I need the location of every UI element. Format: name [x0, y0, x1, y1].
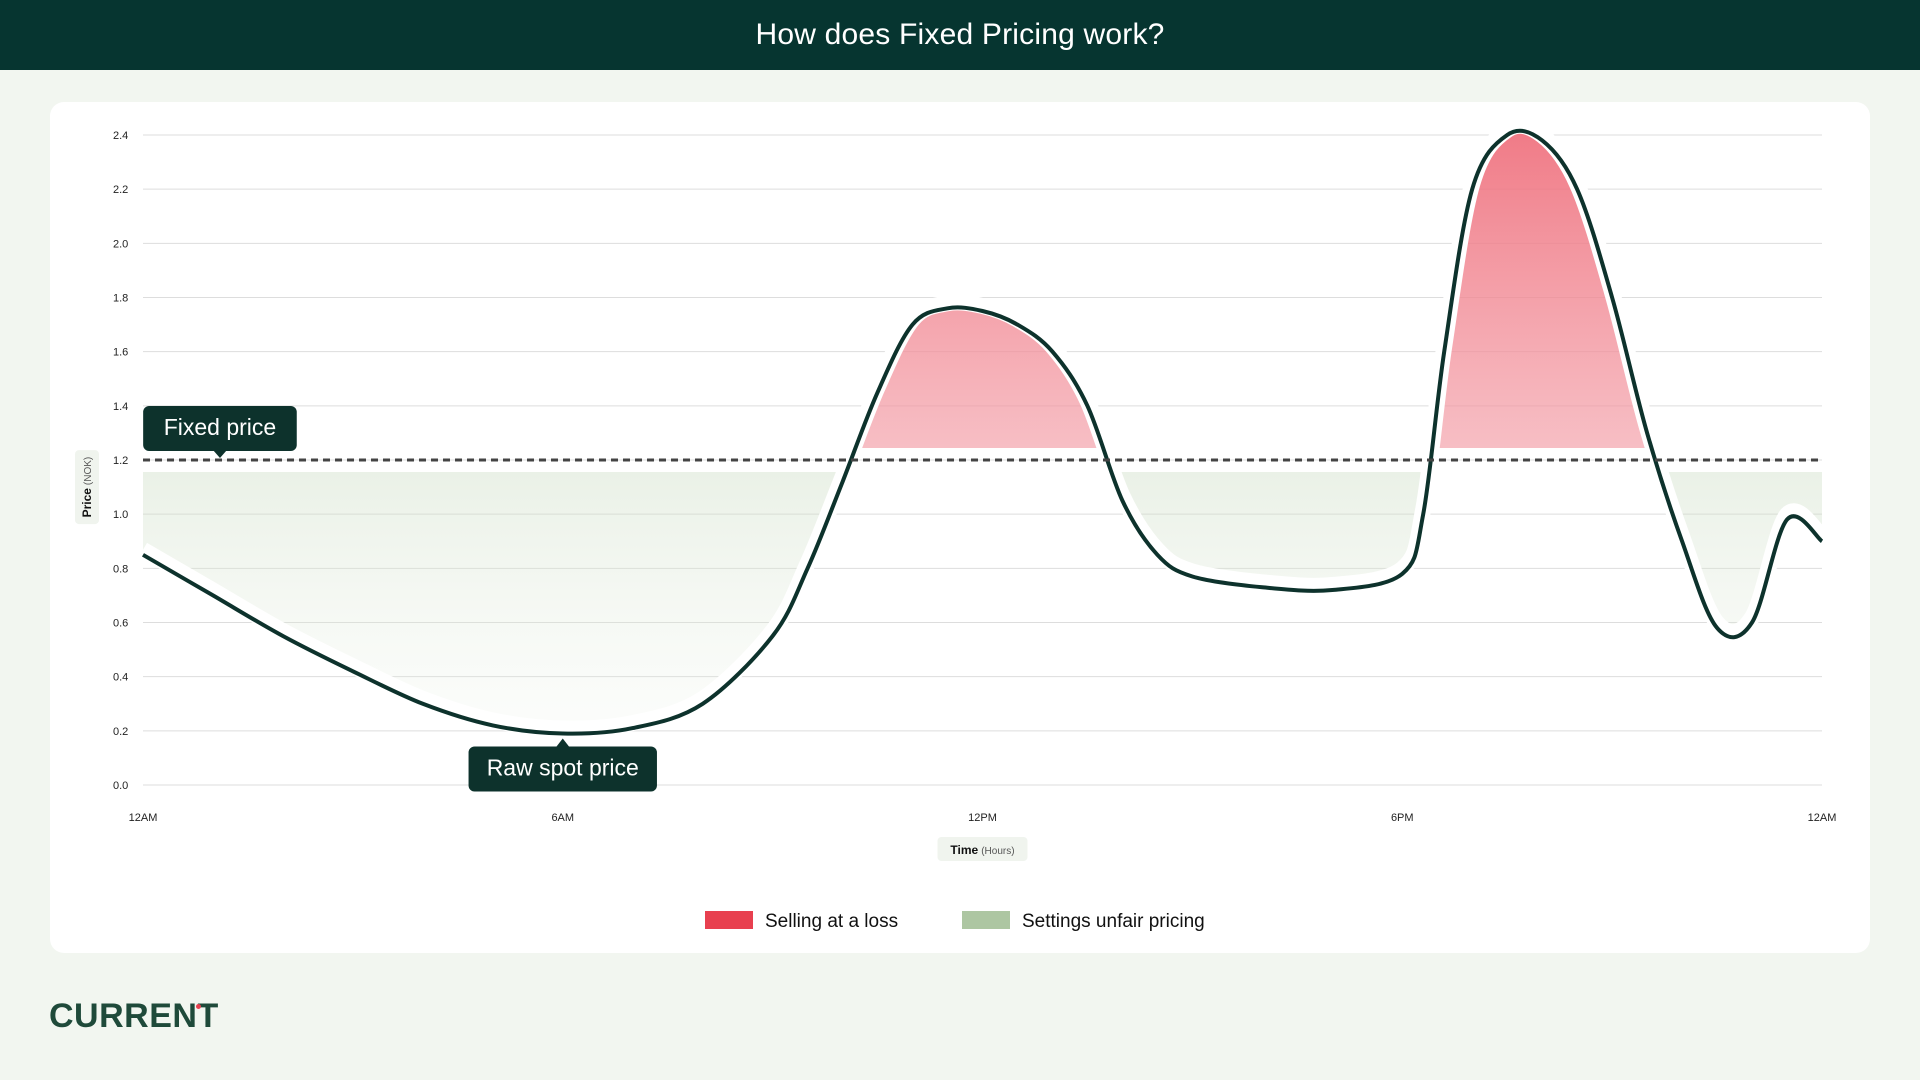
y-axis-unit: (NOK) — [83, 457, 94, 485]
y-tick-label: 1.0 — [113, 509, 128, 521]
header-bar: How does Fixed Pricing work? — [0, 0, 1920, 70]
chart-card: 0.0 0.2 0.4 0.6 0.8 1.0 1.2 1.4 1.6 1.8 2.0 2.2 2.4 1… — [50, 102, 1870, 953]
y-tick-label: 1.6 — [113, 347, 128, 359]
y-tick-label: 2.0 — [113, 238, 128, 250]
y-tick-label: 0.2 — [113, 726, 128, 738]
x-tick-label: 12AM — [1808, 812, 1837, 824]
y-tick-label: 1.8 — [113, 293, 128, 305]
x-axis-title: Time — [950, 843, 978, 857]
y-axis-label: Price (NOK) — [75, 450, 99, 525]
y-tick-label: 0.6 — [113, 618, 128, 630]
x-tick-label: 6PM — [1391, 812, 1414, 824]
legend-swatch — [705, 911, 753, 929]
current-logo: CURRENT — [49, 997, 219, 1035]
y-tick-label: 1.4 — [113, 401, 128, 413]
x-axis-label: Time (Hours) — [937, 837, 1028, 861]
fixed-price-label: Fixed price — [143, 406, 297, 458]
fixed-price-label-text: Fixed price — [164, 414, 276, 440]
loss-area — [855, 130, 1652, 448]
y-axis-title: Price — [80, 488, 94, 518]
svg-text:Time(Hours): Time (Hours) — [950, 843, 1014, 857]
y-tick-label: 0.4 — [113, 672, 128, 684]
raw-spot-price-label-text: Raw spot price — [487, 755, 639, 781]
price-chart: 0.0 0.2 0.4 0.6 0.8 1.0 1.2 1.4 1.6 1.8 2.0 2.2 2.4 1… — [75, 117, 1837, 932]
x-tick-label: 12AM — [129, 812, 158, 824]
svg-text:Price(NOK): Price (NOK) — [80, 457, 94, 518]
spot-price-line — [141, 128, 1824, 736]
y-tick-label: 2.2 — [113, 184, 128, 196]
y-tick-label: 2.4 — [113, 130, 128, 142]
legend-swatch — [962, 911, 1010, 929]
y-tick-label: 0.8 — [113, 563, 128, 575]
unfair-pricing-area — [143, 472, 1822, 734]
y-tick-label: 0.0 — [113, 780, 128, 792]
raw-spot-price-label: Raw spot price — [468, 738, 657, 792]
x-tick-label: 6AM — [551, 812, 574, 824]
legend-item-1: Settings unfair pricing — [962, 911, 1205, 932]
x-axis-unit: (Hours) — [981, 846, 1014, 857]
page-title: How does Fixed Pricing work? — [755, 18, 1165, 51]
legend-label: Selling at a loss — [765, 911, 898, 932]
logo-accent-dot — [196, 1004, 201, 1009]
legend-label: Settings unfair pricing — [1022, 911, 1205, 932]
x-tick-label: 12PM — [968, 812, 997, 824]
legend-item-0: Selling at a loss — [705, 911, 898, 932]
y-tick-label: 1.2 — [113, 455, 128, 467]
